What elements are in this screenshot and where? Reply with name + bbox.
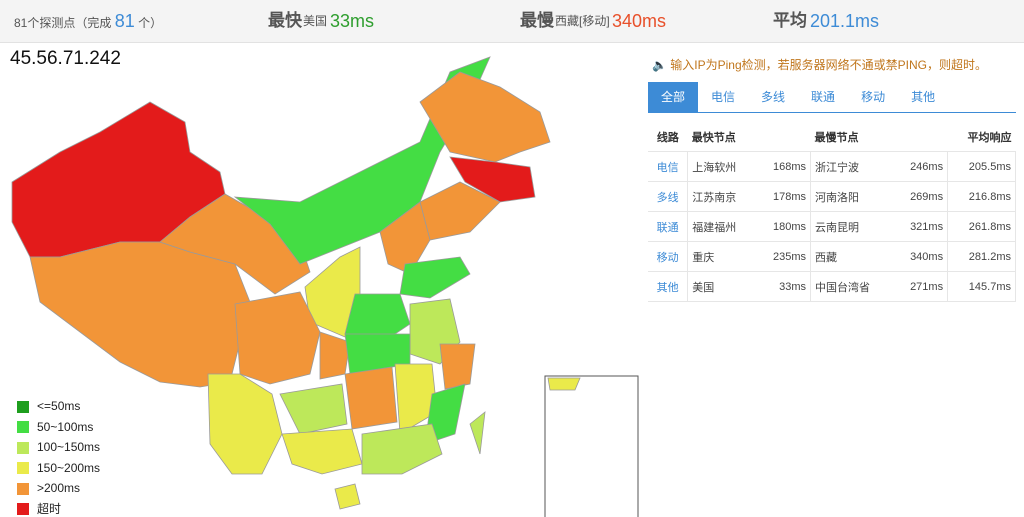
result-table: 线路 最快节点 最慢节点 平均响应 电信 上海软州 168ms 浙江宁波 246ms 205.5m… [648, 122, 1016, 302]
legend-item: 超时 [17, 502, 61, 516]
legend-label: 超时 [37, 501, 62, 516]
tab[interactable]: 多线 [761, 90, 786, 104]
notice-icon: 🔈 [652, 58, 671, 72]
legend-item: 50~100ms [17, 420, 93, 434]
cell: 多线 [648, 181, 689, 212]
legend-label: >200ms [37, 481, 81, 495]
fastest-time: 33ms [330, 11, 375, 31]
tab[interactable]: 移动 [861, 90, 886, 104]
cell: 235ms [756, 241, 812, 272]
header-cell: 平均响应 [947, 122, 1016, 152]
cell: 联通 [648, 211, 689, 242]
probes-text: 81个探测点（完成 [14, 16, 112, 30]
header-cell: 最慢节点 [810, 122, 948, 152]
ip-address: 45.56.71.242 [10, 48, 121, 69]
tabs: 全部 电信 多线 联通 移动 其他 [648, 82, 1016, 113]
cell: 浙江宁波 [810, 151, 894, 182]
cell: 145.7ms [947, 271, 1016, 302]
header-cell: 线路 [648, 122, 688, 152]
legend-swatch [17, 441, 29, 454]
cell: 福建福州 [687, 211, 757, 242]
header-row: 线路 最快节点 最慢节点 平均响应 [648, 122, 1016, 152]
tab[interactable]: 全部 [648, 82, 699, 112]
cell: 重庆 [687, 241, 757, 272]
cell: 180ms [756, 211, 812, 242]
slowest-label: 最慢 [520, 11, 554, 30]
cell: 其他 [648, 271, 689, 302]
header-cell: 最快节点 [687, 122, 811, 152]
average-time: 201.1ms [810, 11, 880, 31]
legend-item: <=50ms [17, 399, 80, 413]
cell: 340ms [893, 241, 949, 272]
row: 联通 福建福州 180ms 云南昆明 321ms 261.8ms [648, 211, 1016, 242]
legend-swatch [17, 462, 29, 475]
cell: 269ms [893, 181, 949, 212]
cell: 216.8ms [947, 181, 1016, 212]
cell: 上海软州 [687, 151, 757, 182]
legend-label: 100~150ms [37, 440, 101, 454]
map [11, 56, 639, 517]
average-label: 平均 [773, 11, 807, 30]
row: 其他 美国 33ms 中国台湾省 271ms 145.7ms [648, 271, 1016, 302]
notice: 🔈 输入IP为Ping检测，若服务器网络不通或禁PING，则超时。 [652, 56, 987, 73]
completed: 81 [114, 11, 135, 31]
probes-end: 个） [138, 16, 163, 30]
cell: 移动 [648, 241, 689, 272]
fastest-location: 美国 [303, 14, 328, 28]
cell: 281.2ms [947, 241, 1016, 272]
row: 移动 重庆 235ms 西藏 340ms 281.2ms [648, 241, 1016, 272]
legend-label: 50~100ms [37, 419, 94, 434]
slowest-location: 西藏[移动] [555, 14, 610, 28]
legend-swatch [17, 400, 29, 413]
cell: 205.5ms [947, 151, 1016, 182]
cell: 168ms [756, 151, 812, 182]
cell: 江苏南京 [687, 181, 757, 212]
legend-item: 150~200ms [17, 461, 100, 475]
cell: 中国台湾省 [810, 271, 894, 302]
legend-swatch [17, 503, 29, 516]
cell: 云南昆明 [810, 211, 894, 242]
tab[interactable]: 其他 [911, 90, 936, 104]
cell: 33ms [756, 271, 812, 302]
fastest-label: 最快 [268, 11, 302, 30]
tab[interactable]: 电信 [711, 90, 736, 104]
legend-label: 150~200ms [37, 460, 101, 475]
legend-swatch [17, 482, 29, 495]
legend-swatch [17, 421, 29, 434]
cell: 261.8ms [947, 211, 1016, 242]
legend-item: 100~150ms [17, 440, 100, 454]
cell: 电信 [648, 151, 689, 182]
cell: 246ms [893, 151, 949, 182]
summary-bar: 81个探测点（完成 81 个） 最快 美国 33ms 最慢 西藏[移动] 340… [0, 0, 1024, 43]
row: 电信 上海软州 168ms 浙江宁波 246ms 205.5ms [648, 151, 1016, 182]
legend-item: >200ms [17, 481, 80, 495]
cell: 河南洛阳 [810, 181, 894, 212]
cell: 美国 [687, 271, 757, 302]
probes: 81个探测点（完成 81 个） [14, 0, 162, 44]
cell: 271ms [893, 271, 949, 302]
notice-text: 输入IP为Ping检测，若服务器网络不通或禁PING，则超时。 [670, 58, 987, 72]
legend-label: <=50ms [37, 399, 81, 413]
tab[interactable]: 联通 [811, 90, 836, 104]
slowest-time: 340ms [612, 11, 667, 31]
cell: 321ms [893, 211, 949, 242]
cell: 西藏 [810, 241, 894, 272]
row: 多线 江苏南京 178ms 河南洛阳 269ms 216.8ms [648, 181, 1016, 212]
cell: 178ms [756, 181, 812, 212]
